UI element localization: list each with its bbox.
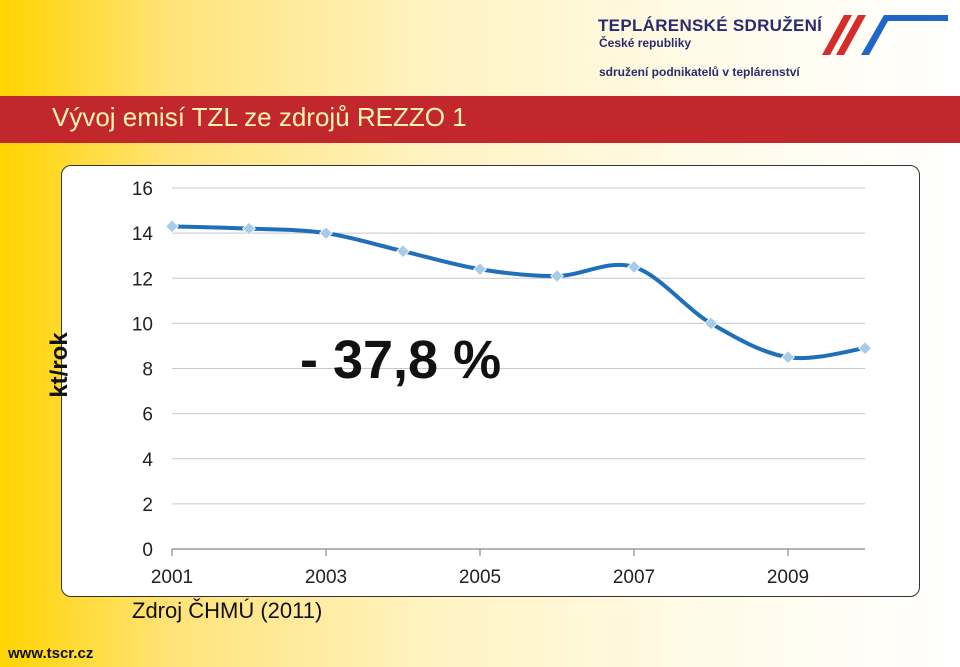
title-bar: Vývoj emisí TZL ze zdrojů REZZO 1 bbox=[0, 96, 960, 143]
y-tick-label: 12 bbox=[132, 269, 153, 290]
data-point-marker bbox=[858, 341, 872, 356]
data-point-marker bbox=[319, 226, 333, 241]
x-tick-labels: 2001 2003 2005 2007 2009 bbox=[151, 567, 809, 588]
y-tick-label: 6 bbox=[142, 405, 153, 426]
logo-stripes-icon bbox=[822, 15, 948, 55]
red-stripe bbox=[836, 15, 866, 55]
y-tick-label: 16 bbox=[132, 179, 153, 200]
data-point-marker bbox=[627, 260, 641, 274]
y-tick-labels: 0 2 4 6 8 10 12 14 16 bbox=[132, 179, 154, 561]
source-note: Zdroj ČHMÚ (2011) bbox=[132, 598, 323, 623]
data-point-marker bbox=[704, 316, 718, 331]
y-tick-label: 8 bbox=[142, 360, 153, 381]
y-tick-label: 0 bbox=[142, 540, 153, 561]
page-title: Vývoj emisí TZL ze zdrojů REZZO 1 bbox=[52, 102, 467, 132]
grid-lines bbox=[172, 187, 865, 505]
data-point-marker bbox=[165, 219, 179, 234]
data-point-marker bbox=[242, 221, 256, 236]
x-tick-label: 2007 bbox=[613, 567, 655, 588]
logo: TEPLÁRENSKÉ SDRUŽENÍ České republiky sdr… bbox=[598, 14, 948, 84]
series-line bbox=[170, 224, 867, 361]
x-tick-label: 2001 bbox=[151, 567, 193, 588]
data-point-marker bbox=[396, 244, 410, 259]
data-point-marker bbox=[550, 269, 564, 283]
y-tick-label: 14 bbox=[132, 224, 154, 245]
x-tick-label: 2009 bbox=[767, 567, 809, 588]
x-tick-label: 2005 bbox=[459, 567, 501, 588]
change-annotation: - 37,8 % bbox=[300, 330, 501, 390]
logo-org-subtitle: České republiky bbox=[599, 36, 692, 50]
series-markers bbox=[165, 219, 872, 365]
y-axis-label: kt/rok bbox=[46, 332, 73, 398]
data-point-marker bbox=[781, 350, 795, 365]
website-link: www.tscr.cz bbox=[8, 645, 94, 662]
red-stripe bbox=[822, 15, 852, 55]
blue-stripe bbox=[861, 15, 948, 55]
x-tick-label: 2003 bbox=[305, 567, 347, 588]
x-axis bbox=[171, 548, 865, 556]
y-tick-label: 10 bbox=[132, 314, 153, 335]
y-tick-label: 4 bbox=[142, 450, 153, 471]
chart-panel bbox=[61, 165, 920, 597]
logo-tagline: sdružení podnikatelů v teplárenství bbox=[599, 65, 800, 79]
y-tick-label: 2 bbox=[142, 495, 153, 516]
logo-org-name: TEPLÁRENSKÉ SDRUŽENÍ bbox=[598, 16, 823, 35]
data-point-marker bbox=[473, 262, 487, 277]
